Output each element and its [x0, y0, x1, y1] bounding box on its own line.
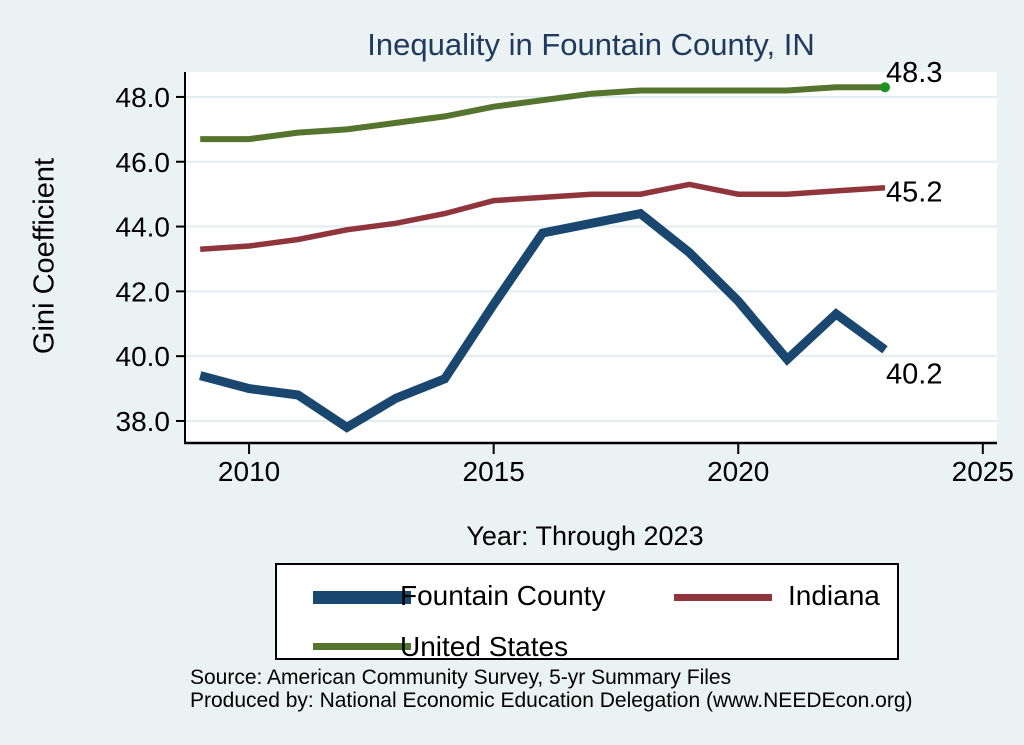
x-tick-label-2020: 2020 [707, 456, 769, 487]
legend-label-fountain-county: Fountain County [400, 580, 606, 611]
plot-background [185, 72, 997, 443]
legend-swatch-fountain-county [313, 591, 411, 604]
x-axis-title: Year: Through 2023 [466, 521, 704, 551]
y-axis-title: Gini Coefficient [28, 157, 61, 355]
legend-label-indiana: Indiana [788, 580, 880, 611]
y-tick-label-48.0: 48.0 [116, 82, 171, 113]
footer-notes: Source: American Community Survey, 5-yr … [190, 666, 913, 712]
chart-title: Inequality in Fountain County, IN [367, 27, 815, 62]
end-value-label-indiana: 45.2 [886, 177, 942, 209]
y-tick-label-44.0: 44.0 [116, 212, 171, 243]
end-value-label-fountain-county: 40.2 [886, 359, 942, 391]
legend-swatch-indiana [674, 594, 772, 601]
series-line-fountain-county [199, 208, 888, 433]
produced-by-note: Produced by: National Economic Education… [190, 689, 913, 712]
series-end-marker-united-states [879, 82, 890, 93]
legend-box: Fountain County Indiana United States [275, 563, 899, 662]
x-tick-label-2015: 2015 [463, 456, 525, 487]
y-tick-label-42.0: 42.0 [116, 276, 171, 307]
y-tick-label-40.0: 40.0 [116, 341, 171, 372]
legend-label-united-states: United States [400, 631, 569, 662]
legend-swatch-united-states [313, 643, 411, 650]
source-note: Source: American Community Survey, 5-yr … [190, 666, 732, 689]
series-line-united-states [200, 84, 885, 143]
y-tick-label-46.0: 46.0 [116, 147, 171, 178]
x-tick-label-2010: 2010 [218, 456, 280, 487]
x-tick-label-2025: 2025 [952, 456, 1014, 487]
series-line-indiana [200, 181, 886, 252]
end-value-label-united-states: 48.3 [886, 57, 942, 89]
y-tick-label-38.0: 38.0 [116, 406, 171, 437]
